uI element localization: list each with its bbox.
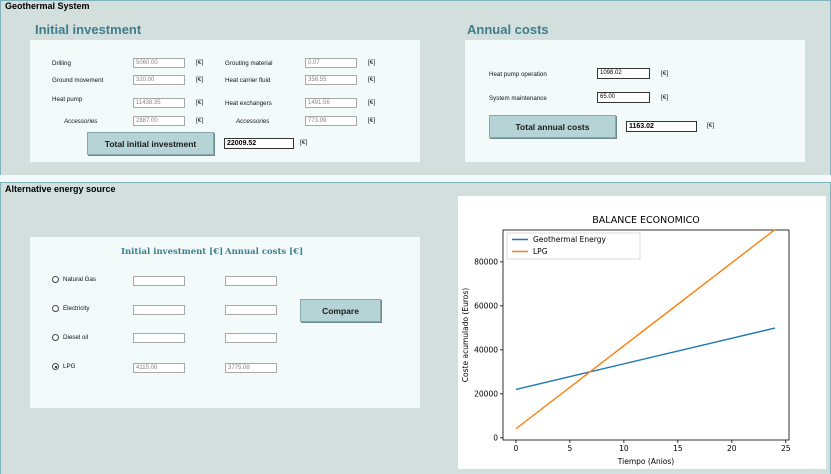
drilling-label: Drilling bbox=[52, 60, 71, 67]
hp-operation-input[interactable]: 1098.02 bbox=[597, 68, 650, 79]
alternative-section-title: Alternative energy source bbox=[5, 184, 116, 194]
diesel-oil-label: Diesel oil bbox=[63, 334, 89, 341]
diesel-oil-radio[interactable] bbox=[52, 334, 59, 341]
x-tick-label: 25 bbox=[781, 444, 791, 453]
alternative-panel: Initial investment [€] Annual costs [€] … bbox=[30, 237, 420, 408]
electricity-annual-input[interactable] bbox=[225, 305, 277, 315]
natural-gas-annual-input[interactable] bbox=[225, 276, 277, 286]
carrier-fluid-label: Heat carrier fluid bbox=[225, 77, 271, 84]
total-initial-investment-value[interactable]: 22009.52 bbox=[224, 138, 294, 149]
ground-movement-label: Ground movement bbox=[52, 77, 104, 84]
grouting-input[interactable]: 0.07 bbox=[305, 58, 357, 68]
total-annual-unit: [€] bbox=[707, 122, 715, 129]
drilling-unit: [€] bbox=[196, 59, 204, 66]
section-divider bbox=[0, 175, 831, 182]
hp-accessories-input[interactable]: 2887.00 bbox=[133, 116, 185, 126]
y-tick-label: 20000 bbox=[474, 389, 498, 398]
x-tick-label: 10 bbox=[619, 444, 629, 453]
col-annual-costs-header: Annual costs [€] bbox=[225, 247, 304, 257]
chart-x-axis-label: Tiempo (Anios) bbox=[617, 457, 674, 466]
heat-exchangers-label: Heat exchangers bbox=[225, 100, 272, 107]
y-tick-label: 40000 bbox=[474, 345, 498, 354]
hp-accessories-unit: [€] bbox=[196, 117, 204, 124]
drilling-input[interactable]: 5060.00 bbox=[133, 58, 185, 68]
diesel-oil-initial-input[interactable] bbox=[133, 333, 185, 343]
hp-accessories-label: Accessories bbox=[64, 118, 98, 125]
heat-exchangers-unit: [€] bbox=[368, 99, 376, 106]
annual-costs-panel: Heat pump operation 1098.02 [€] System m… bbox=[465, 40, 805, 162]
y-tick-label: 60000 bbox=[474, 301, 498, 310]
grouting-unit: [€] bbox=[368, 59, 376, 66]
y-tick-label: 80000 bbox=[474, 257, 498, 266]
carrier-fluid-unit: [€] bbox=[368, 76, 376, 83]
chart-legend: Geothermal Energy LPG bbox=[506, 232, 641, 260]
hx-accessories-label: Accessories bbox=[236, 118, 270, 125]
legend-geothermal-label: Geothermal Energy bbox=[533, 235, 606, 244]
carrier-fluid-input[interactable]: 358.55 bbox=[305, 75, 357, 85]
grouting-label: Grouting material bbox=[225, 60, 273, 67]
balance-chart: BALANCE ECONOMICO 0 5 10 15 20 25 0 20000 40000… bbox=[461, 215, 791, 466]
initial-investment-panel: Drilling 5060.00 [€] Ground movement 320… bbox=[30, 40, 420, 162]
lpg-radio[interactable] bbox=[52, 363, 59, 370]
total-annual-costs-button[interactable]: Total annual costs bbox=[489, 115, 616, 138]
chart-plot-area bbox=[502, 229, 790, 441]
total-initial-investment-button[interactable]: Total initial investment bbox=[87, 132, 214, 155]
x-tick-label: 20 bbox=[727, 444, 737, 453]
y-tick-label: 0 bbox=[493, 433, 498, 442]
x-tick-label: 0 bbox=[514, 444, 519, 453]
lpg-label: LPG bbox=[63, 363, 76, 370]
total-annual-costs-value[interactable]: 1163.02 bbox=[626, 121, 697, 132]
heat-pump-unit: [€] bbox=[196, 99, 204, 106]
natural-gas-radio[interactable] bbox=[52, 276, 59, 283]
annual-costs-heading: Annual costs bbox=[467, 22, 549, 37]
maintenance-input[interactable]: 65.00 bbox=[597, 92, 650, 103]
chart-y-axis-label: Coste acumulado (Euros) bbox=[461, 288, 470, 382]
frame-left-border bbox=[0, 0, 1, 474]
col-initial-investment-header: Initial investment [€] bbox=[121, 247, 224, 257]
total-initial-unit: [€] bbox=[300, 139, 308, 146]
natural-gas-label: Natural Gas bbox=[63, 276, 97, 283]
ground-movement-unit: [€] bbox=[196, 76, 204, 83]
x-tick-label: 15 bbox=[673, 444, 683, 453]
diesel-oil-annual-input[interactable] bbox=[225, 333, 277, 343]
electricity-label: Electricity bbox=[63, 305, 90, 312]
legend-lpg-label: LPG bbox=[533, 247, 548, 256]
series-line-0 bbox=[515, 327, 776, 391]
hx-accessories-unit: [€] bbox=[368, 117, 376, 124]
compare-button[interactable]: Compare bbox=[300, 299, 381, 322]
electricity-radio[interactable] bbox=[52, 305, 59, 312]
hp-operation-unit: [€] bbox=[661, 70, 669, 77]
maintenance-unit: [€] bbox=[661, 94, 669, 101]
series-line-1 bbox=[515, 228, 776, 430]
lpg-annual-input[interactable]: 3775.08 bbox=[225, 363, 277, 373]
electricity-initial-input[interactable] bbox=[133, 305, 185, 315]
heat-exchangers-input[interactable]: 1491.56 bbox=[305, 98, 357, 108]
geothermal-section-title: Geothermal System bbox=[5, 1, 90, 11]
hx-accessories-input[interactable]: 773.99 bbox=[305, 116, 357, 126]
lpg-initial-input[interactable]: 4115.00 bbox=[133, 363, 185, 373]
hp-operation-label: Heat pump operation bbox=[489, 71, 547, 78]
ground-movement-input[interactable]: 320.00 bbox=[133, 75, 185, 85]
chart-title: BALANCE ECONOMICO bbox=[592, 215, 700, 226]
maintenance-label: System maintenance bbox=[489, 95, 547, 102]
balance-chart-container: BALANCE ECONOMICO 0 5 10 15 20 25 0 20000 40000… bbox=[458, 196, 826, 469]
lpg-radio-dot bbox=[54, 365, 57, 368]
heat-pump-input[interactable]: 11438.35 bbox=[133, 98, 185, 108]
legend-box bbox=[506, 232, 641, 260]
initial-investment-heading: Initial investment bbox=[35, 22, 142, 37]
heat-pump-label: Heat pump bbox=[52, 96, 83, 103]
section-divider-line bbox=[0, 182, 831, 183]
natural-gas-initial-input[interactable] bbox=[133, 276, 185, 286]
x-tick-label: 5 bbox=[568, 444, 573, 453]
frame-top-border bbox=[0, 0, 831, 1]
